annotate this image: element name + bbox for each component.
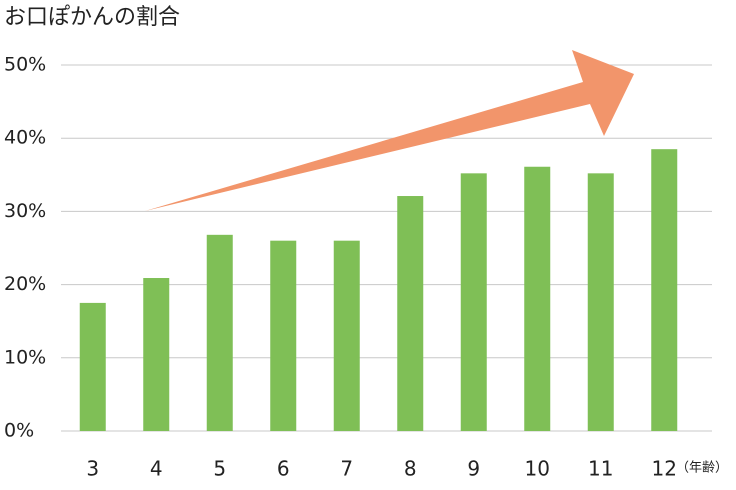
bar xyxy=(79,302,106,431)
x-tick-label: 10 xyxy=(525,457,550,481)
x-tick-label: 9 xyxy=(467,457,480,481)
y-tick-label: 10% xyxy=(4,346,46,368)
x-tick-label: 7 xyxy=(340,457,353,481)
bar xyxy=(651,149,678,431)
y-tick-label: 30% xyxy=(4,200,46,222)
bar xyxy=(143,278,170,431)
x-tick-label: 5 xyxy=(213,457,226,481)
x-tick-label: 3 xyxy=(86,457,99,481)
chart-title: お口ぽかんの割合 xyxy=(4,5,180,30)
x-tick-label: 4 xyxy=(150,457,163,481)
y-tick-label: 20% xyxy=(4,273,46,295)
bar xyxy=(460,173,487,431)
x-axis-label: （年齢） xyxy=(676,461,728,476)
x-tick-label: 11 xyxy=(588,457,613,481)
y-tick-label: 50% xyxy=(4,54,46,76)
bar xyxy=(333,240,360,431)
bar xyxy=(397,196,424,431)
x-tick-label: 12 xyxy=(652,457,677,481)
x-tick-label: 8 xyxy=(404,457,417,481)
y-tick-label: 40% xyxy=(4,127,46,149)
y-tick-label: 0% xyxy=(4,420,34,442)
bar xyxy=(270,240,297,431)
trend-arrow xyxy=(145,50,634,211)
bar xyxy=(206,234,233,431)
bar xyxy=(524,166,551,432)
bar xyxy=(587,173,614,431)
x-tick-label: 6 xyxy=(277,457,290,481)
